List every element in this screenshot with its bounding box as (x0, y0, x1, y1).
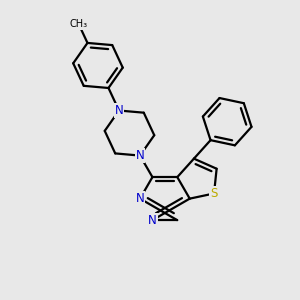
Text: N: N (136, 149, 144, 162)
Text: N: N (115, 104, 123, 117)
Text: S: S (210, 187, 218, 200)
Text: CH₃: CH₃ (70, 19, 88, 29)
Text: N: N (148, 214, 157, 227)
Text: N: N (136, 192, 144, 205)
